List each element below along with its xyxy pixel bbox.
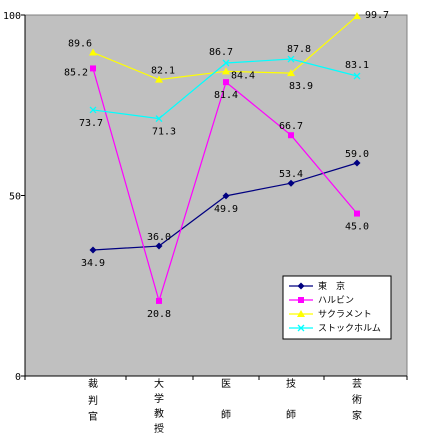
data-point [155,115,163,123]
data-point [89,246,97,254]
data-point [89,48,97,56]
data-label: 84.4 [231,70,255,81]
series-4 [89,55,361,123]
data-point [222,59,230,67]
y-tick-label: 50 [9,192,21,203]
data-label: 59.0 [345,149,369,160]
legend-item: ハルビン [289,295,354,306]
y-tick-label: 100 [3,11,21,22]
data-point [90,65,96,72]
legend-label: サクラメント [318,309,372,320]
legend-label: ハルビン [318,295,354,306]
data-point [155,242,163,250]
data-point [354,210,360,217]
data-point [156,297,162,304]
legend-marker [297,324,305,332]
data-point [89,106,97,114]
data-label: 89.6 [68,39,92,50]
data-point [287,55,295,63]
legend-label: 東 京 [318,280,345,292]
data-label: 45.0 [345,222,369,233]
series-3 [89,12,361,83]
x-tick-label: 裁判官 [88,377,98,423]
data-label: 71.3 [152,127,176,138]
data-label: 83.1 [345,60,369,71]
data-label: 36.0 [147,232,171,243]
data-label: 53.4 [279,169,303,180]
x-tick-label: 芸術家 [352,377,362,422]
legend-item: ストックホルム [289,323,381,334]
data-point [353,72,361,80]
legend-marker [297,282,305,290]
data-point [353,12,361,20]
data-point [288,132,294,139]
data-label: 81.4 [214,90,238,101]
series-2 [90,65,360,304]
data-label: 83.9 [289,81,313,92]
data-label: 73.7 [79,118,103,129]
series-1 [89,159,361,254]
data-label: 85.2 [64,67,88,78]
data-label: 49.9 [214,204,238,215]
data-point [287,69,295,77]
data-label: 20.8 [147,309,171,320]
data-label: 34.9 [81,258,105,269]
data-point [222,192,230,200]
data-point [223,79,229,86]
y-tick-label: 0 [15,372,21,383]
data-label: 86.7 [209,47,233,58]
x-tick-label: 大学教授 [154,377,164,435]
x-tick-label: 医師 [221,378,231,421]
legend-item: サクラメント [289,309,372,320]
data-point [155,75,163,83]
legend-marker [298,297,304,303]
x-tick-label: 技師 [286,377,296,421]
data-point [222,67,230,75]
data-label: 99.7 [365,10,389,21]
data-label: 87.8 [287,44,311,55]
legend-label: ストックホルム [318,323,381,334]
data-label: 82.1 [151,66,175,77]
data-point [287,179,295,187]
data-point [353,159,361,167]
legend-marker [297,310,305,317]
legend-item: 東 京 [289,280,345,292]
data-label: 66.7 [279,121,303,132]
